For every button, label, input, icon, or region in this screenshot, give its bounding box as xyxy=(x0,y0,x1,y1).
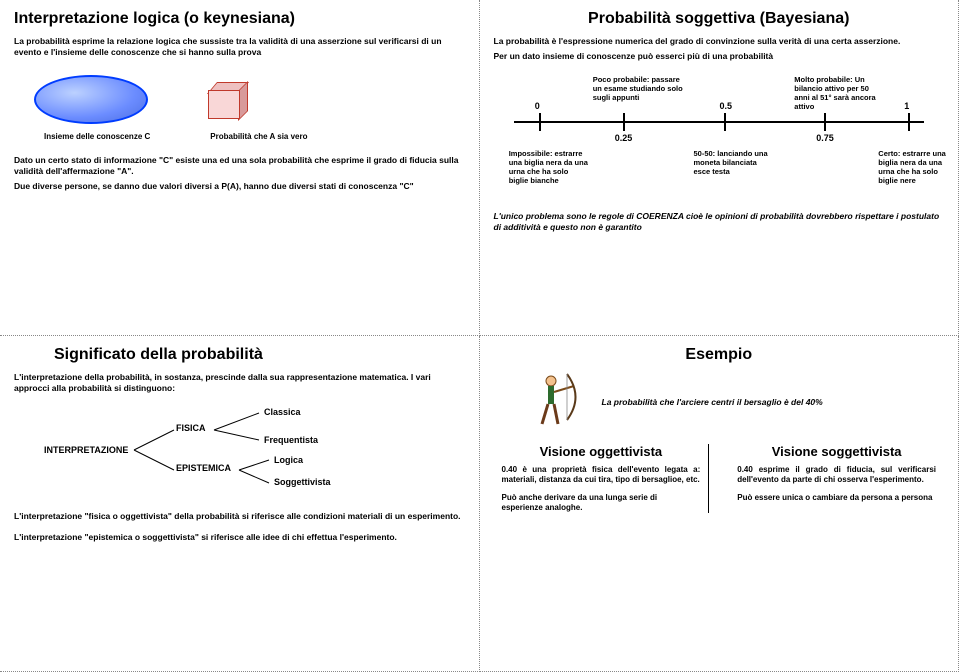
tick-num-bot-3: 0.75 xyxy=(816,133,834,143)
vR-title: Visione soggettivista xyxy=(737,444,936,459)
tick-lbl-bot-0: Impossibile: estrarre una biglia nera da… xyxy=(509,149,589,185)
title-p1: Interpretazione logica (o keynesiana) xyxy=(14,10,465,28)
tick-0 xyxy=(539,113,541,131)
vL-title: Visione oggettivista xyxy=(502,444,701,459)
vL-p1: 0.40 è una proprietà fisica dell'evento … xyxy=(502,465,701,485)
title-p3: Significato della probabilità xyxy=(54,346,465,364)
vision-row: Visione oggettivista 0.40 è una propriet… xyxy=(494,444,945,513)
tick-3 xyxy=(824,113,826,131)
tick-lbl-bot-2: 50-50: lanciando una moneta bilanciata e… xyxy=(694,149,774,176)
vR-p2: Può essere unica o cambiare da persona a… xyxy=(737,493,936,503)
tick-lbl-top-1: Poco probabile: passare un esame studian… xyxy=(593,75,683,102)
p3-intro: L'interpretazione della probabilità, in … xyxy=(14,372,465,393)
p1-p2b: Due diverse persone, se danno due valori… xyxy=(14,181,465,192)
tick-4 xyxy=(908,113,910,131)
tree-fisica: FISICA xyxy=(176,423,206,433)
panel-significato: Significato della probabilità L'interpre… xyxy=(0,336,480,672)
scale-line xyxy=(514,121,925,123)
tick-lbl-top-3: Molto probabile: Un bilancio attivo per … xyxy=(794,75,884,111)
p3-fisica: L'interpretazione "fisica o oggettivista… xyxy=(14,511,465,522)
ellipse-icon xyxy=(34,75,148,124)
p3-epist: L'interpretazione "epistemica o soggetti… xyxy=(14,532,465,543)
tick-num-top-2: 0.5 xyxy=(720,101,733,111)
tick-num-top-4: 1 xyxy=(904,101,909,111)
tree-epistemica: EPISTEMICA xyxy=(176,463,231,473)
p1-intro: La probabilità esprime la relazione logi… xyxy=(14,36,465,57)
p1-label-left: Insieme delle conoscenze C xyxy=(44,132,150,141)
archer-icon xyxy=(534,372,584,432)
tick-2 xyxy=(724,113,726,131)
interpretation-tree: INTERPRETAZIONE FISICA EPISTEMICA Classi… xyxy=(44,405,465,495)
tree-classica: Classica xyxy=(264,407,301,417)
p1-label-right: Probabilità che A sia vero xyxy=(210,132,307,141)
tree-logica: Logica xyxy=(274,455,303,465)
p1-p2a: Dato un certo stato di informazione "C" … xyxy=(14,155,465,176)
vision-soggettivista: Visione soggettivista 0.40 esprime il gr… xyxy=(729,444,944,513)
panel-logica: Interpretazione logica (o keynesiana) La… xyxy=(0,0,480,336)
vR-p1: 0.40 esprime il grado di fiducia, sul ve… xyxy=(737,465,936,485)
panel-bayes: Probabilità soggettiva (Bayesiana) La pr… xyxy=(480,0,959,336)
tree-frequentista: Frequentista xyxy=(264,435,318,445)
tree-soggettivista: Soggettivista xyxy=(274,477,331,487)
tick-1 xyxy=(623,113,625,131)
title-p4: Esempio xyxy=(494,346,945,364)
tree-root: INTERPRETAZIONE xyxy=(44,445,128,455)
vL-p2: Può anche derivare da una lunga serie di… xyxy=(502,493,701,513)
vision-oggettivista: Visione oggettivista 0.40 è una propriet… xyxy=(494,444,710,513)
tick-lbl-bot-4: Certo: estrarre una biglia nera da una u… xyxy=(878,149,958,185)
p2-sub: Per un dato insieme di conoscenze può es… xyxy=(494,51,945,62)
archer-row: La probabilità che l'arciere centri il b… xyxy=(534,372,945,432)
title-p2: Probabilità soggettiva (Bayesiana) xyxy=(494,10,945,28)
probability-scale: 0Poco probabile: passare un esame studia… xyxy=(504,81,935,201)
p4-lead: La probabilità che l'arciere centri il b… xyxy=(602,397,823,408)
p2-intro: La probabilità è l'espressione numerica … xyxy=(494,36,945,47)
cube-icon xyxy=(208,82,248,117)
p1-diagram xyxy=(34,75,465,124)
tick-num-top-0: 0 xyxy=(535,101,540,111)
tick-num-bot-1: 0.25 xyxy=(615,133,633,143)
panel-esempio: Esempio La probabilità che l'arciere cen… xyxy=(480,336,959,672)
p2-footer: L'unico problema sono le regole di COERE… xyxy=(494,211,945,232)
